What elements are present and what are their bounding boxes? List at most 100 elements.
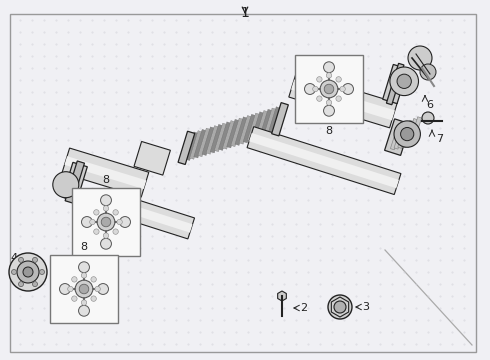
Polygon shape [260, 109, 272, 138]
Circle shape [95, 286, 100, 292]
Polygon shape [409, 117, 421, 146]
Polygon shape [239, 116, 251, 144]
Circle shape [320, 80, 338, 98]
Circle shape [9, 253, 47, 291]
Circle shape [97, 213, 115, 231]
Polygon shape [405, 118, 417, 147]
Text: 5: 5 [96, 305, 103, 315]
Polygon shape [247, 127, 401, 194]
Circle shape [53, 172, 79, 198]
Circle shape [324, 84, 334, 94]
Polygon shape [271, 103, 288, 136]
Polygon shape [394, 124, 406, 149]
Circle shape [343, 84, 353, 94]
Circle shape [72, 277, 77, 282]
Circle shape [32, 282, 38, 287]
Circle shape [340, 86, 345, 92]
Text: 8: 8 [325, 126, 333, 136]
Circle shape [103, 206, 109, 211]
Circle shape [79, 284, 89, 294]
Text: 3: 3 [362, 302, 369, 312]
Polygon shape [227, 119, 239, 148]
Circle shape [103, 233, 109, 238]
Polygon shape [235, 117, 247, 145]
Polygon shape [190, 131, 202, 159]
Circle shape [98, 218, 121, 240]
Circle shape [323, 105, 335, 116]
Polygon shape [255, 111, 268, 139]
Circle shape [336, 77, 342, 82]
Polygon shape [219, 122, 231, 150]
Circle shape [75, 280, 93, 298]
Circle shape [326, 100, 332, 105]
Circle shape [91, 277, 97, 282]
Polygon shape [385, 119, 411, 156]
Circle shape [81, 217, 93, 228]
Circle shape [68, 286, 73, 292]
Polygon shape [110, 199, 193, 233]
Text: 1: 1 [241, 6, 249, 20]
Polygon shape [249, 133, 399, 188]
Polygon shape [202, 127, 215, 156]
Circle shape [420, 64, 436, 80]
Polygon shape [272, 105, 284, 134]
Polygon shape [383, 64, 408, 104]
Polygon shape [251, 112, 264, 140]
Circle shape [304, 84, 316, 94]
Circle shape [17, 261, 39, 283]
Text: 4: 4 [11, 253, 18, 263]
Polygon shape [73, 305, 77, 315]
Circle shape [113, 229, 119, 234]
Circle shape [98, 284, 108, 294]
Circle shape [390, 67, 418, 96]
Circle shape [317, 77, 322, 82]
Polygon shape [62, 148, 149, 197]
Circle shape [11, 270, 17, 274]
Circle shape [117, 219, 122, 225]
Polygon shape [289, 72, 397, 128]
Polygon shape [247, 113, 260, 141]
Polygon shape [65, 161, 84, 203]
Circle shape [334, 301, 346, 313]
Text: 6: 6 [426, 100, 434, 110]
Circle shape [78, 262, 90, 273]
Polygon shape [65, 156, 147, 189]
Polygon shape [178, 131, 195, 165]
Circle shape [90, 219, 95, 225]
Polygon shape [62, 162, 87, 202]
Circle shape [91, 296, 97, 301]
Circle shape [81, 300, 87, 305]
Bar [295, 55, 363, 123]
Circle shape [59, 284, 71, 294]
Polygon shape [278, 291, 286, 301]
Circle shape [19, 282, 24, 287]
Polygon shape [194, 129, 206, 158]
Circle shape [101, 217, 111, 227]
Circle shape [401, 127, 414, 141]
Text: 8: 8 [102, 175, 110, 185]
Circle shape [328, 295, 352, 319]
Circle shape [100, 238, 111, 249]
Circle shape [120, 217, 130, 228]
Polygon shape [401, 120, 414, 148]
Text: 8: 8 [80, 242, 88, 252]
Polygon shape [222, 121, 235, 149]
Circle shape [317, 96, 322, 101]
Circle shape [32, 257, 38, 262]
Circle shape [23, 267, 33, 277]
Circle shape [72, 296, 77, 301]
Bar [72, 188, 140, 256]
Circle shape [113, 210, 119, 215]
Polygon shape [186, 132, 198, 161]
Circle shape [94, 210, 99, 215]
Circle shape [323, 62, 335, 73]
Polygon shape [198, 128, 210, 157]
Polygon shape [206, 126, 219, 154]
Polygon shape [387, 63, 404, 105]
Circle shape [408, 46, 432, 70]
Bar [50, 255, 118, 323]
Polygon shape [108, 193, 195, 239]
Circle shape [394, 121, 420, 147]
Polygon shape [398, 122, 410, 148]
Circle shape [81, 273, 87, 278]
